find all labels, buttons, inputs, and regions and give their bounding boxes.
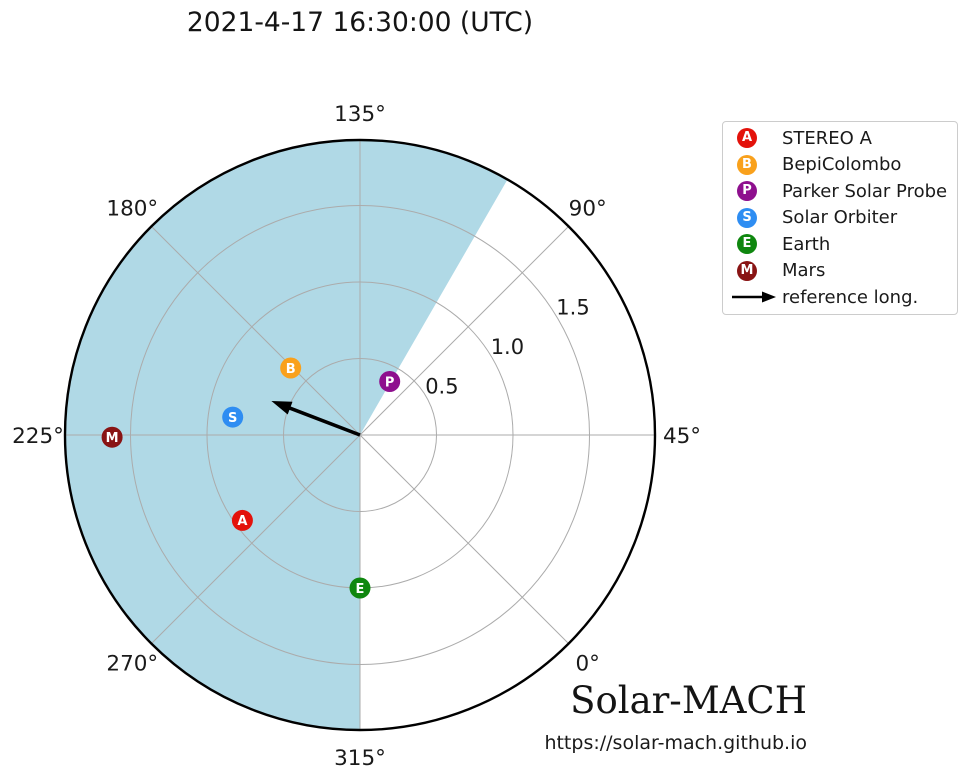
legend-item-bepicolombo: B BepiColombo (723, 152, 957, 179)
angle-tick-label-135: 135° (334, 102, 386, 127)
body-marker-letter-earth: E (356, 582, 365, 597)
legend-label-mars: Mars (782, 260, 826, 282)
angle-tick-label-90: 90° (569, 196, 607, 221)
body-marker-letter-bepicolombo: B (286, 362, 296, 377)
legend-item-solar-orbiter: S Solar Orbiter (723, 205, 957, 232)
mars-marker-icon: M (737, 260, 757, 281)
angle-tick-label-270: 270° (106, 652, 158, 677)
parker-solar-probe-marker-icon: P (737, 181, 757, 202)
legend-item-earth: E Earth (723, 231, 957, 258)
angle-tick-label-45: 45° (663, 424, 701, 449)
legend-item-mars: M Mars (723, 258, 957, 285)
body-marker-earth (349, 577, 371, 599)
body-marker-letter-parker-solar-probe: P (385, 375, 395, 390)
radial-tick-label-1.0: 1.0 (491, 335, 524, 359)
plot-title: 2021-4-17 16:30:00 (UTC) (186, 7, 534, 38)
solar-mach-url[interactable]: https://solar-mach.github.io (544, 731, 807, 754)
angle-tick-label-315: 315° (334, 746, 386, 771)
reference-longitude-arrow-head (271, 401, 293, 415)
body-marker-parker-solar-probe (379, 371, 401, 392)
legend-item-parker-solar-probe: P Parker Solar Probe (723, 178, 957, 205)
legend-label-reference-long: reference long. (782, 286, 919, 308)
legend-items: A STEREO A B BepiColombo P Parker Solar Probe… (723, 125, 957, 284)
legend-item-reference-long: reference long. (723, 284, 957, 311)
polar-axis-boundary (63, 138, 657, 732)
body-marker-bepicolombo (280, 357, 302, 379)
watermark: Solar-MACH https://solar-mach.github.io (544, 679, 807, 754)
radial-gridline-1.5 (130, 205, 590, 665)
radial-tick-label-1.5: 1.5 (556, 296, 589, 320)
legend-label-parker-solar-probe: Parker Solar Probe (782, 180, 948, 202)
legend-box: A STEREO A B BepiColombo P Parker Solar Probe… (722, 121, 958, 315)
bepicolombo-marker-icon: B (737, 154, 757, 175)
legend-label-stereo-a: STEREO A (782, 127, 872, 149)
body-marker-letter-mars: M (106, 431, 119, 446)
reference-long-arrow-icon (732, 291, 776, 303)
body-marker-solar-orbiter (222, 406, 244, 428)
radial-gridline-0.5 (283, 358, 437, 512)
earth-marker-icon: E (737, 234, 757, 255)
solar-mach-wordmark: Solar-MACH (570, 679, 807, 722)
radial-tick-label-0.5: 0.5 (425, 374, 458, 398)
angle-tick-label-0: 0° (575, 652, 599, 677)
legend-label-earth: Earth (782, 233, 831, 255)
legend-label-bepicolombo: BepiColombo (782, 154, 902, 176)
body-marker-letter-stereo-a: A (237, 514, 247, 529)
angle-tick-label-225: 225° (12, 424, 64, 449)
solar-orbiter-marker-icon: S (737, 207, 757, 228)
legend-label-solar-orbiter: Solar Orbiter (782, 207, 898, 229)
stereo-a-marker-icon: A (737, 128, 757, 149)
body-marker-mars (101, 426, 123, 448)
reference-longitude-arrow-shaft (281, 403, 361, 437)
body-marker-stereo-a (231, 509, 253, 531)
body-marker-letter-solar-orbiter: S (228, 411, 237, 426)
legend-item-stereo-a: A STEREO A (723, 125, 957, 152)
angle-tick-label-180: 180° (106, 196, 158, 221)
